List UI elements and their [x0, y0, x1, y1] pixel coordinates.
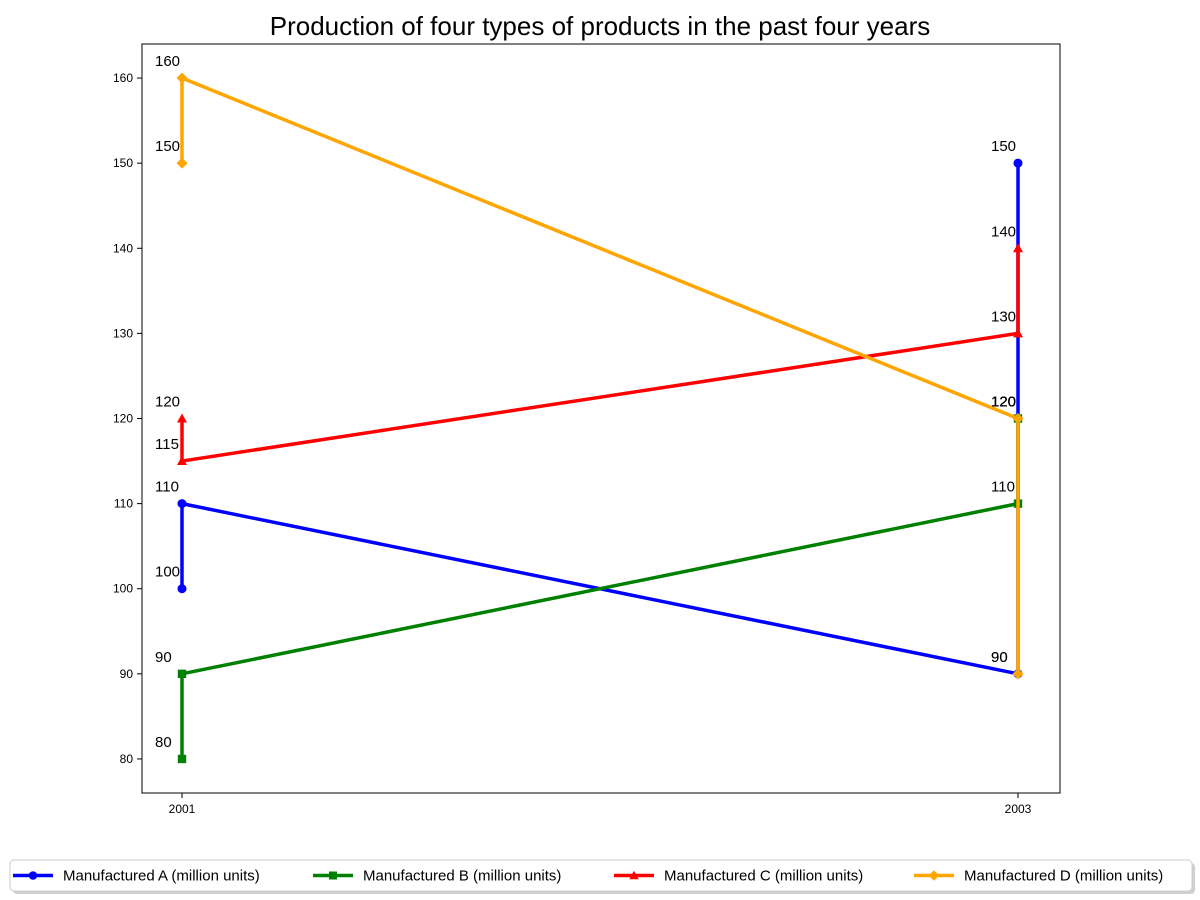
- y-tick-label: 140: [113, 241, 133, 255]
- data-label: 120: [991, 394, 1016, 411]
- y-tick-label: 80: [120, 752, 134, 766]
- series-line: [180, 418, 1020, 759]
- y-tick-label: 120: [113, 412, 133, 426]
- data-label: 160: [155, 53, 180, 70]
- series-2: 120 115 130 140: [155, 223, 1023, 466]
- data-point: [928, 870, 940, 881]
- legend-box: [9, 859, 1193, 892]
- data-label: 120: [991, 394, 1016, 411]
- plot-frame: [141, 43, 1061, 794]
- data-label: 90: [991, 649, 1008, 666]
- data-label: 110: [991, 479, 1015, 496]
- series-line: [180, 163, 1020, 676]
- data-point: [176, 72, 188, 84]
- legend-entry-label: Manufactured D (million units): [964, 868, 1163, 885]
- legend: Manufactured A (million units) Manufactur…: [9, 859, 1195, 894]
- y-tick-label: 150: [113, 156, 133, 170]
- y-tick-label: 110: [114, 497, 133, 511]
- data-point: [177, 456, 187, 466]
- data-point: [176, 157, 188, 169]
- data-point: [177, 584, 187, 594]
- data-point: [329, 871, 337, 880]
- data-point: [1012, 668, 1024, 680]
- legend-entry-label: Manufactured A (million units): [63, 868, 260, 885]
- data-point: [177, 413, 187, 423]
- data-label: 120: [155, 394, 180, 411]
- series-line: [180, 248, 1020, 463]
- y-tick-label: 90: [120, 667, 134, 681]
- data-point: [629, 870, 639, 880]
- y-tick-label: 160: [113, 71, 133, 85]
- series-line: [180, 76, 1020, 674]
- x-tick-label: 2001: [169, 802, 196, 816]
- legend-entry-label: Manufactured B (million units): [363, 868, 561, 885]
- legend-entry-label: Manufactured C (million units): [664, 868, 863, 885]
- data-label: 140: [991, 223, 1016, 240]
- data-point: [177, 669, 187, 679]
- data-label: 90: [991, 649, 1008, 666]
- data-point: [1013, 328, 1023, 338]
- data-point: [28, 871, 38, 880]
- y-tick-label: 130: [113, 326, 133, 340]
- data-point: [177, 499, 187, 509]
- y-tick-label: 100: [113, 582, 133, 596]
- data-label: 90: [155, 649, 172, 666]
- data-point: [1012, 413, 1024, 424]
- chart-title: Production of four types of products in …: [270, 11, 930, 41]
- data-label: 130: [991, 308, 1016, 325]
- plot-area: 80 90 100 110 120 130 140 150 160 2001 2003 100 110 9…: [113, 43, 1061, 816]
- data-label: 150: [991, 138, 1016, 155]
- data-label: 110: [155, 479, 179, 496]
- data-label: 100: [155, 564, 180, 581]
- data-label: 120: [991, 394, 1016, 411]
- x-tick-label: 2003: [1005, 802, 1032, 816]
- series-3: 150 160 120 90: [155, 53, 1024, 680]
- data-point: [177, 754, 187, 764]
- data-label: 80: [155, 734, 172, 751]
- data-point: [1013, 158, 1023, 168]
- data-label: 150: [155, 138, 180, 155]
- series-0: 100 110 90 120 150: [155, 138, 1023, 679]
- data-point: [1013, 243, 1023, 253]
- series-1: 80 90 110 120: [155, 394, 1023, 764]
- data-label: 115: [155, 436, 179, 453]
